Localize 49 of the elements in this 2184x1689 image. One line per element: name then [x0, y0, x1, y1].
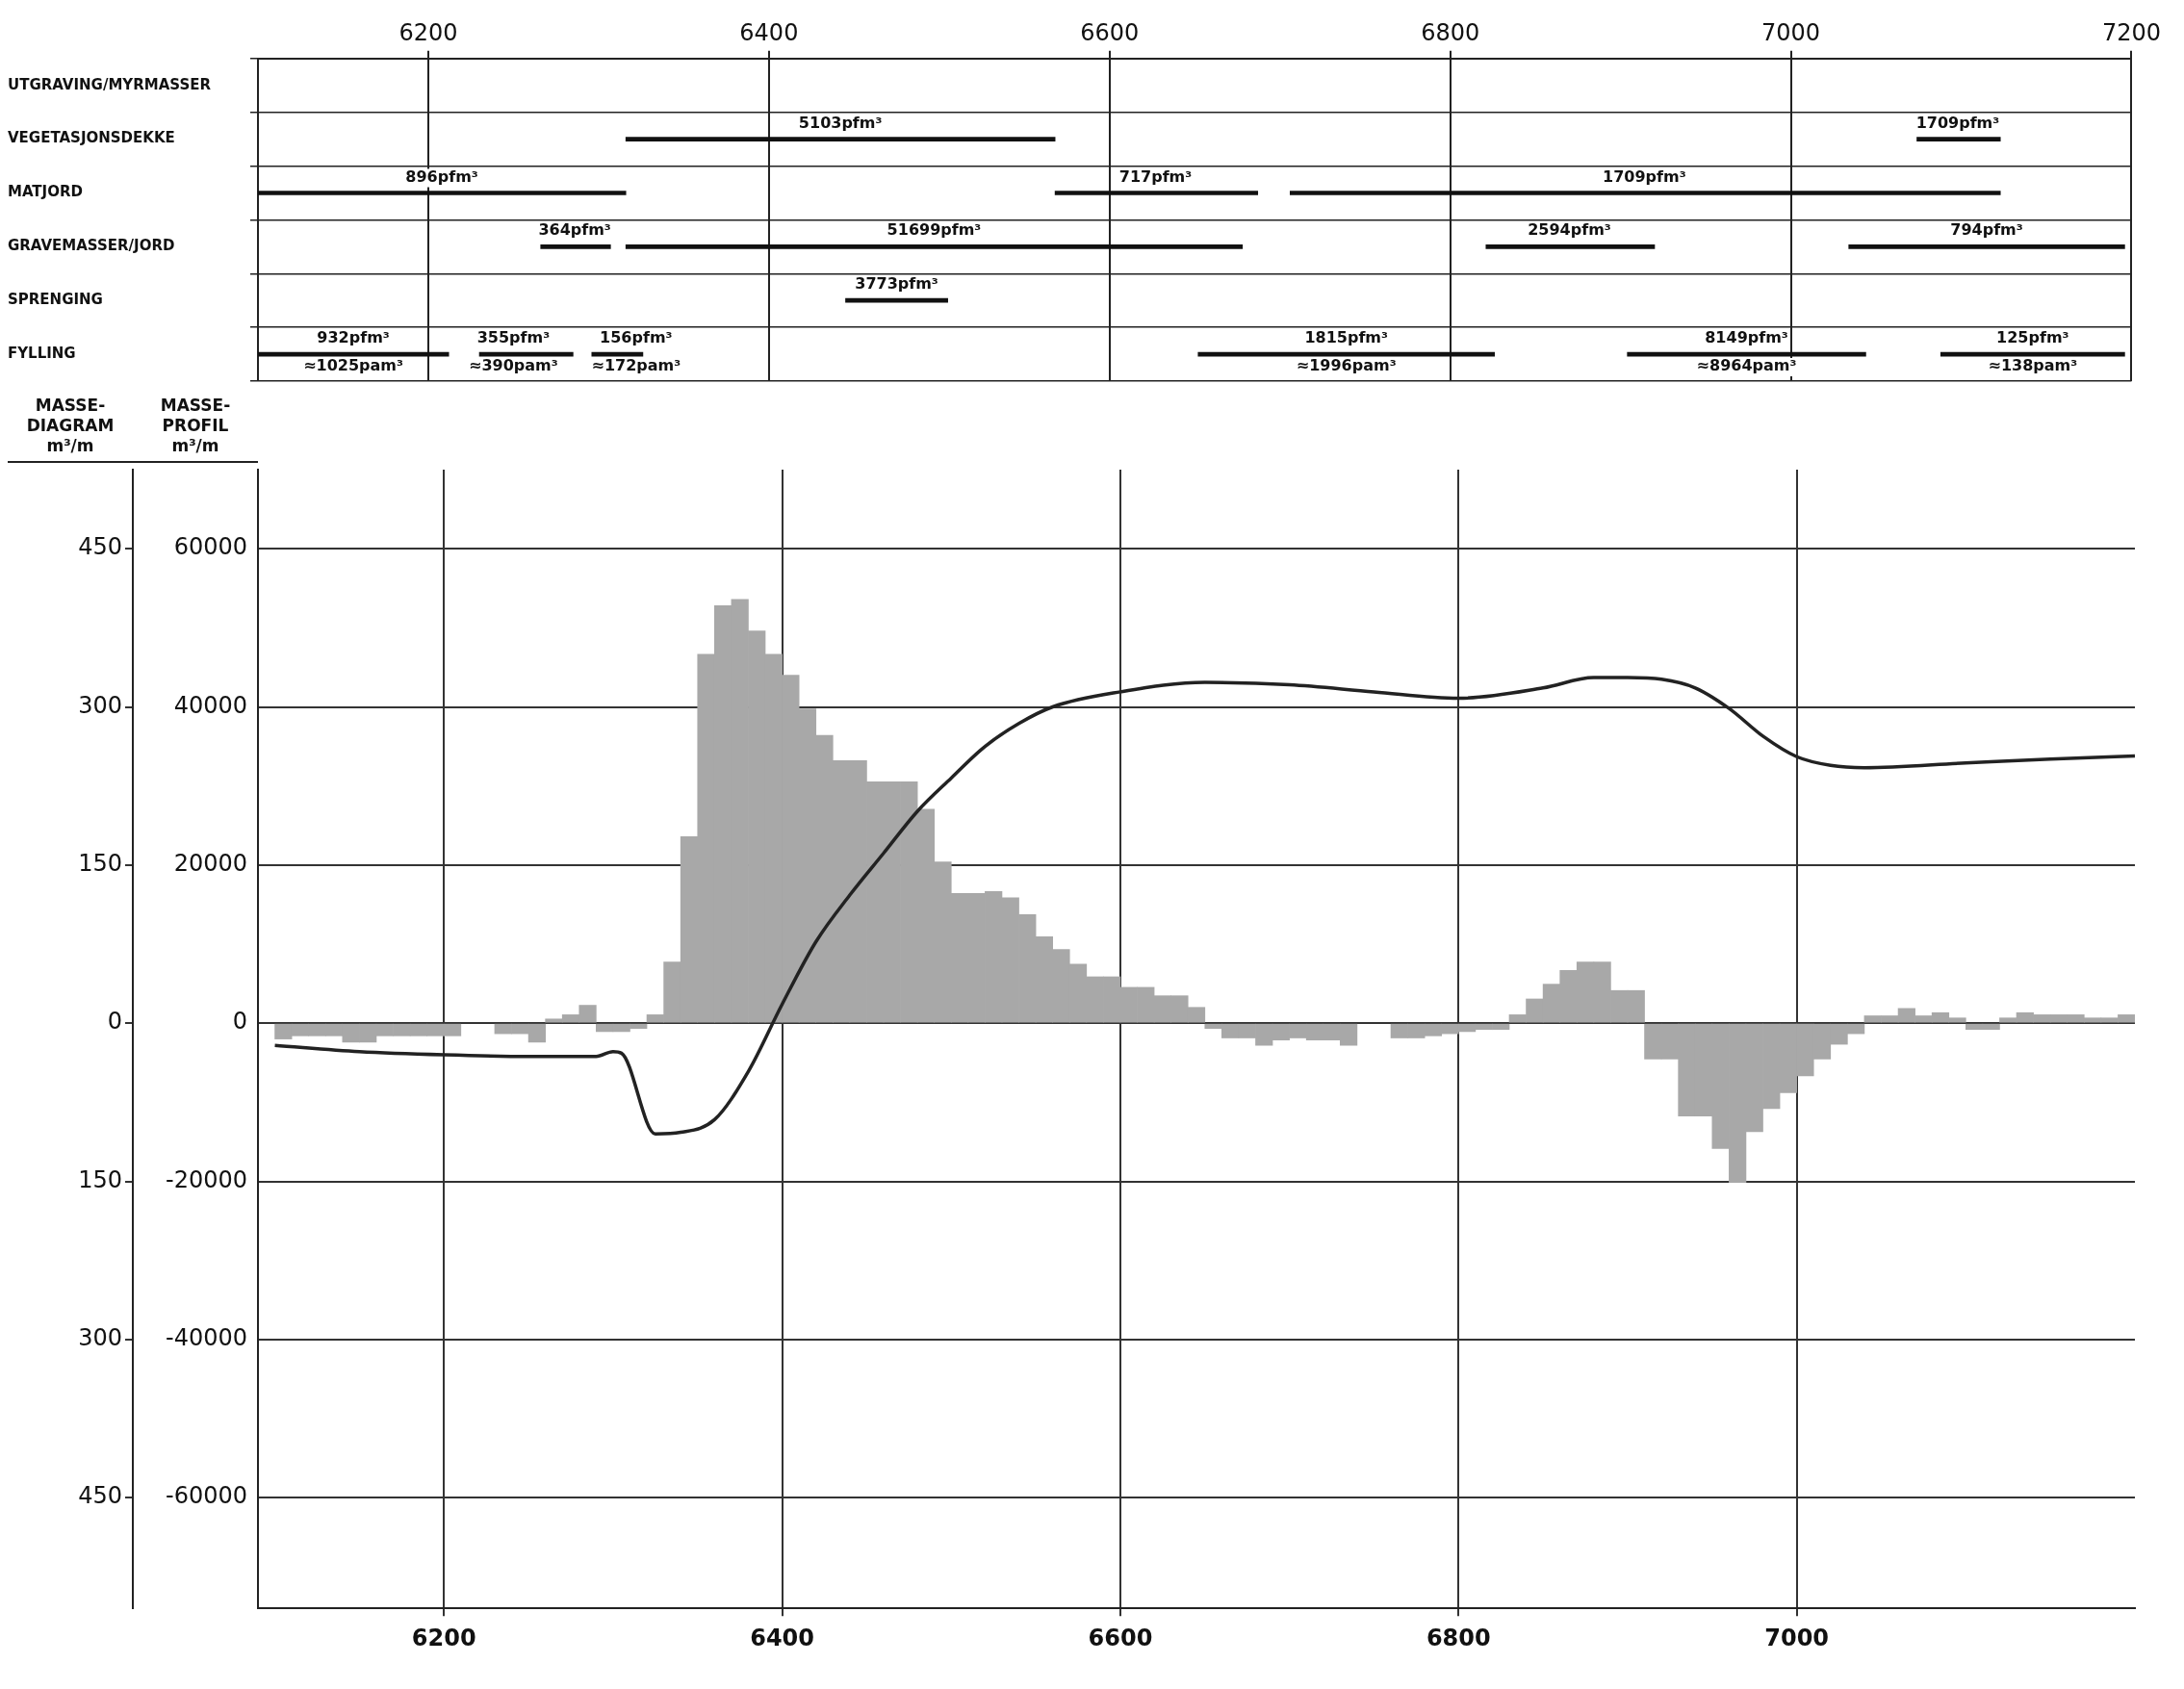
- x-tick-label: 6800: [1426, 1624, 1491, 1651]
- x-tick-label: 6600: [1088, 1624, 1153, 1651]
- y-tick-label: 150: [78, 1165, 122, 1193]
- y-tick-label: FYLLING: [8, 344, 76, 362]
- x-tick-label: 6400: [739, 18, 799, 46]
- x-tick-label: 6200: [398, 18, 458, 46]
- y-tick-label: 450: [78, 1482, 122, 1510]
- y2-tick-label: 40000: [173, 691, 247, 719]
- annotation: 932pfm³ ≈1025pam³: [303, 328, 404, 375]
- y-tick-label: 450: [78, 533, 122, 561]
- annotation: 1709pfm³: [1603, 166, 1686, 186]
- x-tick-label: 6400: [750, 1624, 814, 1651]
- annotation: 1709pfm³: [1915, 113, 2000, 132]
- y2-tick-label: 60000: [173, 533, 247, 561]
- x-tick-label: 6800: [1421, 18, 1480, 46]
- y-tick-label: SPRENGING: [8, 291, 103, 309]
- y-tick-label: 150: [78, 850, 122, 878]
- annotation: 125pfm³ ≈138pam³: [1988, 328, 2078, 375]
- annotation: 3773pfm³: [855, 274, 938, 294]
- annotation: 2594pfm³: [1528, 220, 1611, 240]
- y-tick-label: 300: [78, 691, 122, 719]
- y-tick-label: GRAVEMASSER/JORD: [8, 237, 175, 255]
- annotation: 8149pfm³ ≈8964pam³: [1696, 328, 1797, 375]
- annotation: 364pfm³: [538, 220, 611, 240]
- y-tick-label: 0: [107, 1008, 122, 1036]
- y2-tick-label: -20000: [165, 1165, 247, 1193]
- annotation: 1815pfm³ ≈1996pam³: [1296, 328, 1397, 375]
- annotation: 896pfm³: [405, 166, 478, 186]
- x-tick-label: 7000: [1764, 1624, 1830, 1651]
- y-tick-label: 300: [78, 1324, 122, 1352]
- y-tick-label: MATJORD: [8, 183, 83, 201]
- annotation: 794pfm³: [1950, 220, 2023, 240]
- x-tick-label: 6600: [1080, 18, 1140, 46]
- y2-tick-label: -40000: [165, 1324, 247, 1352]
- x-tick-label: 7200: [2101, 18, 2161, 46]
- annotation: 717pfm³: [1118, 166, 1193, 186]
- y2-tick-label: 20000: [173, 850, 247, 878]
- y-tick-label: UTGRAVING/MYRMASSER: [8, 75, 212, 93]
- annotation: 51699pfm³: [886, 220, 982, 240]
- annotation: 156pfm³ ≈172pam³: [591, 328, 681, 375]
- x-tick-label: 6200: [411, 1624, 476, 1651]
- annotation: 355pfm³ ≈390pam³: [469, 328, 558, 375]
- y2-tick-label: 0: [232, 1008, 247, 1036]
- y-axis-title: MASSE- DIAGRAM m³/m: [26, 395, 115, 455]
- y2-tick-label: -60000: [165, 1482, 247, 1510]
- y-tick-label: VEGETASJONSDEKKE: [8, 129, 175, 147]
- y2-axis-title: MASSE- PROFIL m³/m: [160, 395, 231, 455]
- x-tick-label: 7000: [1761, 18, 1821, 46]
- annotation: 5103pfm³: [798, 113, 883, 132]
